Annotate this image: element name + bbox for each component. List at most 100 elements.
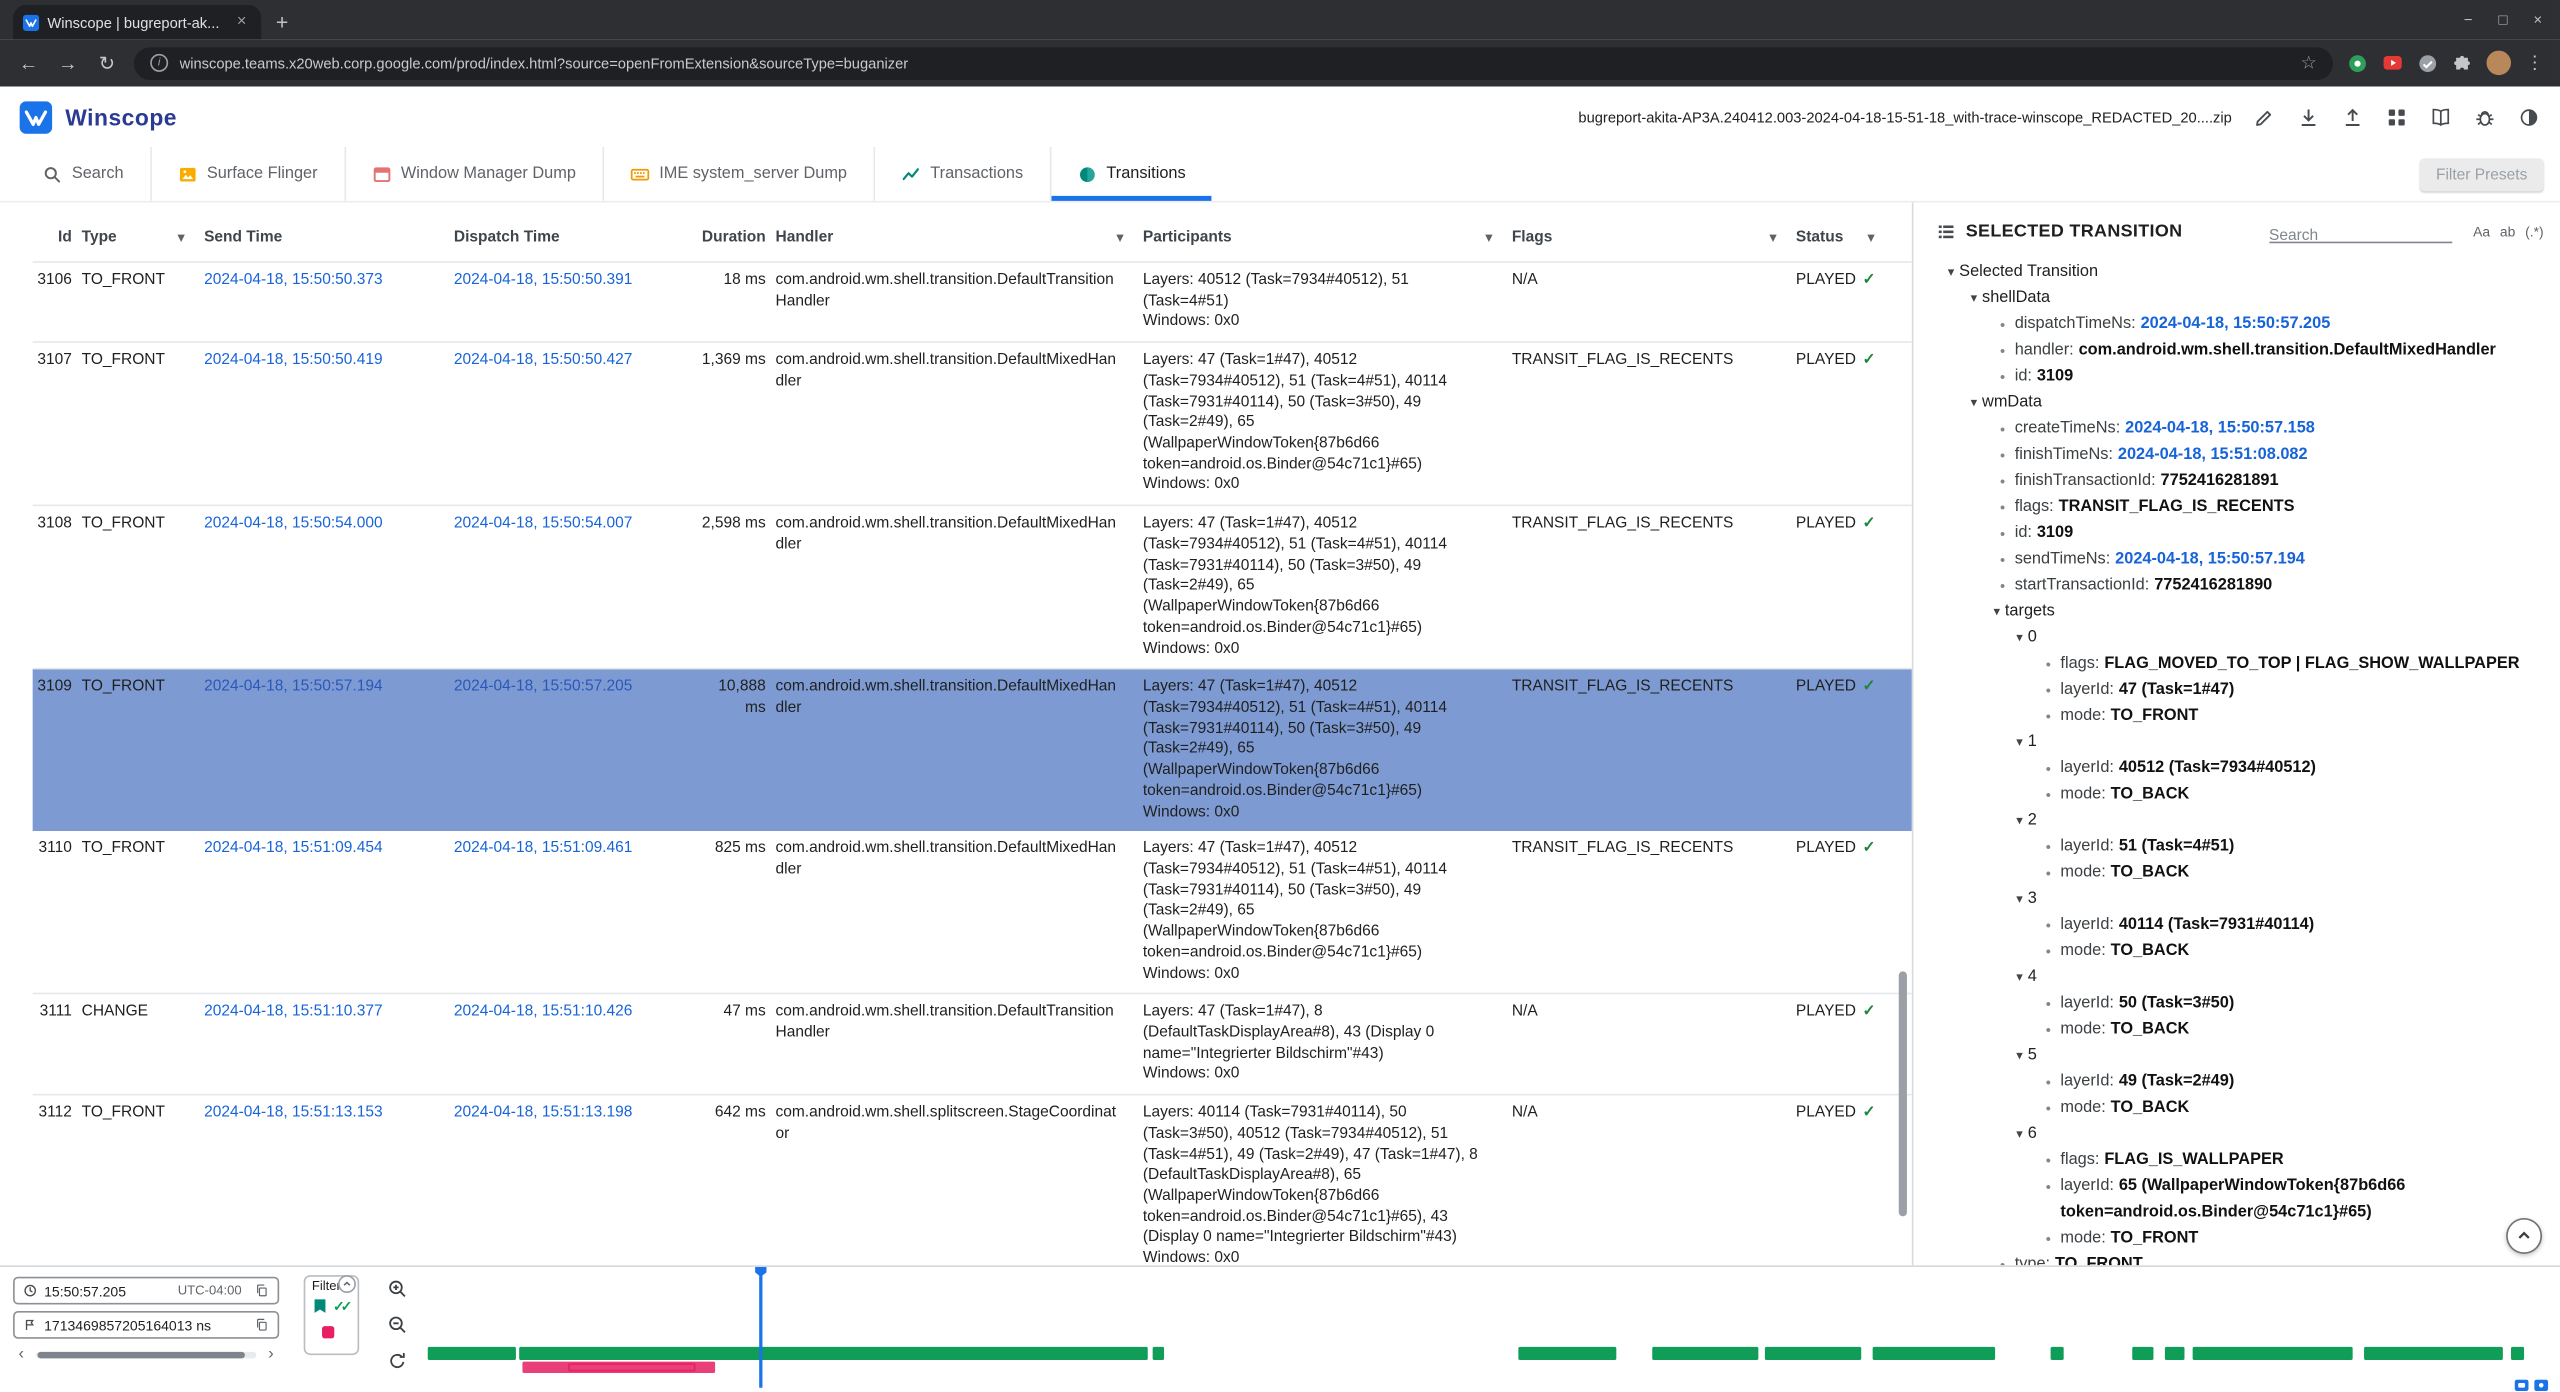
hscroll-track[interactable] — [35, 1351, 257, 1359]
timeline-option-icon-1[interactable] — [2514, 1379, 2529, 1392]
tree-expand-icon[interactable]: ▾ — [1970, 395, 1978, 410]
bookmark-star-icon[interactable]: ☆ — [2300, 53, 2317, 74]
match-word-icon[interactable]: ab — [2499, 222, 2516, 240]
address-bar[interactable]: i winscope.teams.x20web.corp.google.com/… — [133, 46, 2334, 80]
documentation-icon[interactable] — [2429, 105, 2452, 128]
tree-expand-icon[interactable]: ▾ — [1947, 264, 1955, 280]
current-time-value[interactable]: 15:50:57.205 — [44, 1282, 127, 1299]
timeline-cursor[interactable] — [755, 1266, 767, 1388]
profile-avatar[interactable] — [2486, 50, 2512, 76]
tree-group-wmdata[interactable]: ▾ wmData — [1936, 390, 2543, 416]
protolog-trace-filter-icon[interactable] — [320, 1324, 336, 1340]
table-row-3110[interactable]: 3110 TO_FRONT 2024-04-18, 15:51:09.454 2024… — [32, 831, 1912, 995]
tree-expand-icon[interactable]: ▾ — [2016, 734, 2023, 750]
timeline-segment[interactable] — [2510, 1346, 2525, 1360]
timeline-cursor-handle[interactable] — [755, 1266, 767, 1277]
table-row-3106[interactable]: 3106 TO_FRONT 2024-04-18, 15:50:50.373 2024… — [32, 263, 1912, 344]
zoom-in-icon[interactable] — [387, 1278, 408, 1299]
tree-expand-icon[interactable]: ▾ — [2016, 1048, 2023, 1063]
column-header-type[interactable]: Type ▾ — [82, 222, 204, 261]
trace-tab-transitions[interactable]: Transitions — [1049, 146, 1212, 201]
tab-close-icon[interactable]: × — [236, 13, 247, 32]
timeline-area[interactable] — [421, 1266, 2549, 1392]
url-text[interactable]: winscope.teams.x20web.corp.google.com/pr… — [179, 54, 909, 72]
tree-group-shelldata[interactable]: ▾ shellData — [1936, 286, 2543, 312]
timeline-segment[interactable] — [1153, 1346, 1164, 1360]
filter-dropdown-icon[interactable]: ▾ — [177, 229, 185, 245]
tree-expand-icon[interactable]: ▾ — [2016, 891, 2023, 907]
tree-group-2[interactable]: ▾ 2 — [1936, 808, 2543, 834]
tree-group-0[interactable]: ▾ 0 — [1936, 625, 2543, 651]
tree-group-5[interactable]: ▾ 5 — [1936, 1043, 2543, 1069]
copy-ns-icon[interactable] — [255, 1318, 270, 1333]
cell-send-time[interactable]: 2024-04-18, 15:51:09.454 — [204, 839, 383, 858]
tree-expand-icon[interactable]: ▾ — [2016, 630, 2023, 645]
trace-tab-window-manager-dump[interactable]: Window Manager Dump — [343, 146, 602, 201]
timeline-segment[interactable] — [2363, 1346, 2503, 1360]
timeline-segment[interactable] — [1765, 1346, 1862, 1360]
column-header-status[interactable]: Status ▾ — [1796, 222, 1894, 261]
filter-presets-button[interactable]: Filter Presets — [2419, 158, 2544, 192]
cell-dispatch-time[interactable]: 2024-04-18, 15:51:09.461 — [453, 839, 633, 858]
hscroll-thumb[interactable] — [38, 1351, 246, 1359]
copy-time-icon[interactable] — [255, 1283, 270, 1298]
extension-icon-gray[interactable] — [2418, 53, 2438, 73]
cell-dispatch-time[interactable]: 2024-04-18, 15:50:50.427 — [453, 351, 633, 370]
zoom-out-icon[interactable] — [387, 1314, 408, 1335]
forward-icon[interactable]: → — [57, 51, 78, 75]
trace-tab-transactions[interactable]: Transactions — [873, 146, 1049, 201]
extensions-puzzle-icon[interactable] — [2452, 53, 2472, 73]
column-header-handler[interactable]: Handler ▾ — [776, 222, 1143, 261]
tree-expand-icon[interactable]: ▾ — [1993, 604, 2000, 619]
tree-group-targets[interactable]: ▾ targets — [1936, 599, 2543, 625]
trace-tab-surface-flinger[interactable]: Surface Flinger — [149, 146, 344, 201]
edit-icon[interactable] — [2253, 105, 2276, 128]
timeline-segment[interactable] — [519, 1346, 1148, 1360]
trace-tab-ime-system-server-dump[interactable]: IME system_server Dump — [602, 146, 873, 201]
timeline-segment[interactable] — [2050, 1346, 2064, 1360]
column-header-participants[interactable]: Participants ▾ — [1143, 222, 1512, 261]
tree-group-3[interactable]: ▾ 3 — [1936, 887, 2543, 913]
tree-expand-icon[interactable]: ▾ — [1970, 290, 1978, 306]
tree-expand-icon[interactable]: ▾ — [2016, 969, 2023, 985]
match-case-icon[interactable]: Aa — [2473, 222, 2491, 240]
tree-group-1[interactable]: ▾ 1 — [1936, 730, 2543, 756]
cross-tool-sync-icon[interactable] — [2385, 105, 2408, 128]
timeline-segment[interactable] — [2131, 1346, 2153, 1360]
table-row-3112[interactable]: 3112 TO_FRONT 2024-04-18, 15:51:13.153 2024… — [33, 1096, 1912, 1265]
cell-send-time[interactable]: 2024-04-18, 15:51:10.377 — [204, 1002, 383, 1021]
filter-dropdown-icon[interactable]: ▾ — [1867, 229, 1875, 245]
timeline-segment[interactable] — [427, 1346, 516, 1360]
table-row-3109[interactable]: 3109 TO_FRONT 2024-04-18, 15:50:57.194 2024… — [32, 669, 1912, 832]
scroll-right-icon[interactable]: › — [268, 1345, 274, 1364]
tree-expand-icon[interactable]: ▾ — [2016, 813, 2023, 828]
reload-icon[interactable]: ↻ — [98, 51, 116, 75]
dark-mode-icon[interactable] — [2518, 105, 2541, 128]
trace-tab-search[interactable]: Search — [16, 147, 149, 201]
table-row-3111[interactable]: 3111 CHANGE 2024-04-18, 15:51:10.377 2024-0… — [32, 995, 1912, 1096]
cell-send-time[interactable]: 2024-04-18, 15:50:50.373 — [204, 271, 383, 289]
tree-expand-icon[interactable]: ▾ — [2016, 1126, 2023, 1142]
new-tab-button[interactable]: + — [275, 9, 289, 35]
scroll-left-icon[interactable]: ‹ — [18, 1345, 24, 1364]
cell-send-time[interactable]: 2024-04-18, 15:50:54.000 — [204, 514, 383, 533]
filter-dropdown-icon[interactable]: ▾ — [1769, 229, 1777, 245]
minimize-button[interactable]: − — [2463, 11, 2473, 28]
site-info-icon[interactable]: i — [150, 53, 169, 72]
cell-dispatch-time[interactable]: 2024-04-18, 15:50:57.205 — [453, 677, 633, 696]
tree-group-selected-transition[interactable]: ▾ Selected Transition — [1936, 260, 2543, 286]
extension-icon-green[interactable] — [2348, 53, 2368, 73]
transitions-trace-filter-icon[interactable]: ✓✓ — [333, 1297, 352, 1315]
timeline-segment[interactable] — [1518, 1346, 1617, 1360]
current-ns-value[interactable]: 1713469857205164013 ns — [44, 1316, 212, 1334]
download-icon[interactable] — [2297, 105, 2320, 128]
filter-dropdown-icon[interactable]: ▾ — [1485, 229, 1493, 245]
upload-icon[interactable] — [2341, 105, 2364, 128]
filter-collapse-button[interactable] — [337, 1275, 356, 1294]
cell-dispatch-time[interactable]: 2024-04-18, 15:50:54.007 — [453, 514, 633, 533]
timeline-segment[interactable] — [2165, 1346, 2185, 1360]
close-window-button[interactable]: × — [2533, 11, 2543, 28]
details-search-input[interactable] — [2269, 226, 2452, 245]
table-scrollbar-thumb[interactable] — [1898, 971, 1907, 1217]
cell-send-time[interactable]: 2024-04-18, 15:51:13.153 — [204, 1103, 383, 1122]
